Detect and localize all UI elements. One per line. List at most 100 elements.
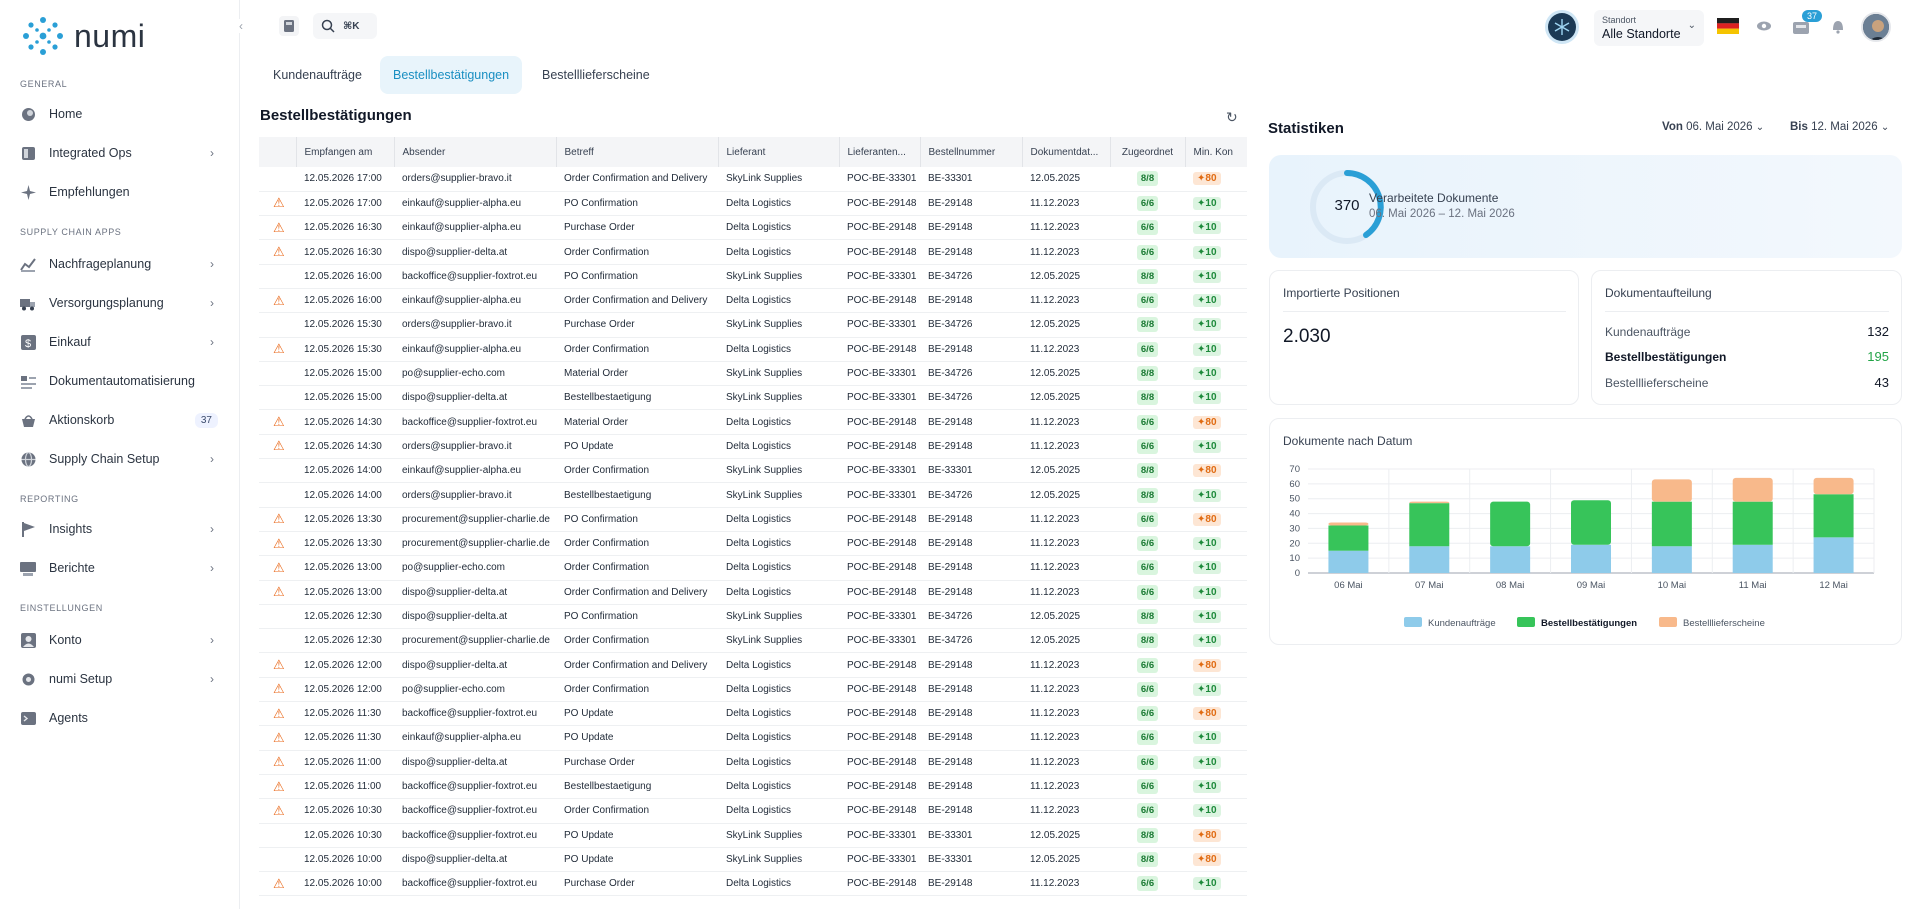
table-row[interactable]: ⚠ 12.05.2026 16:30 dispo@supplier-delta.at… bbox=[259, 239, 1247, 265]
column-header[interactable]: Empfangen am bbox=[296, 137, 395, 167]
assigned-cell: 6/6 bbox=[1110, 871, 1185, 897]
sidebar-item-versorgungsplanung[interactable]: Versorgungsplanung › bbox=[10, 287, 232, 319]
table-row[interactable]: 12.05.2026 10:00 dispo@supplier-delta.at P… bbox=[259, 847, 1247, 873]
sidebar-item-integrated-ops[interactable]: Integrated Ops › bbox=[10, 137, 232, 169]
supplier-po: POC-BE-29148 bbox=[839, 288, 920, 314]
collapse-sidebar-icon[interactable]: ‹ bbox=[234, 19, 248, 33]
column-header[interactable]: Zugeordnet bbox=[1110, 137, 1186, 167]
column-header[interactable]: Dokumentdat... bbox=[1022, 137, 1111, 167]
column-header[interactable]: Min. Kon bbox=[1185, 137, 1247, 167]
table-row[interactable]: ⚠ 12.05.2026 13:00 dispo@supplier-delta.at… bbox=[259, 580, 1247, 605]
table-row[interactable]: ⚠ 12.05.2026 15:30 einkauf@supplier-alpha.… bbox=[259, 337, 1247, 362]
warning-icon: ⚠ bbox=[259, 871, 296, 897]
sidebar-item-einkauf[interactable]: $ Einkauf › bbox=[10, 326, 232, 358]
alerts-button[interactable] bbox=[1830, 18, 1846, 34]
table-row[interactable]: ⚠ 12.05.2026 13:00 po@supplier-echo.com Ord… bbox=[259, 555, 1247, 581]
table-row[interactable]: ⚠ 12.05.2026 17:00 einkauf@supplier-alpha.… bbox=[259, 191, 1247, 217]
y-tick-label: 70 bbox=[1289, 464, 1300, 475]
sparkle-icon: ✦ bbox=[1197, 197, 1206, 209]
subject: PO Update bbox=[556, 434, 718, 460]
location-selector[interactable]: Standort Alle Standorte ⌄ bbox=[1594, 10, 1704, 46]
date-to-selector[interactable]: Bis 12. Mai 2026 ⌄ bbox=[1790, 121, 1889, 133]
language-flag-button[interactable] bbox=[1717, 18, 1739, 34]
date-from-selector[interactable]: Von 06. Mai 2026 ⌄ bbox=[1662, 121, 1764, 133]
sidebar-item-berichte[interactable]: Berichte › bbox=[10, 552, 232, 584]
visibility-button[interactable] bbox=[1756, 18, 1772, 34]
tab-kundenauftraege[interactable]: Kundenaufträge bbox=[273, 68, 362, 82]
confidence-badge: ✦10 bbox=[1193, 561, 1221, 575]
table-row[interactable]: ⚠ 12.05.2026 13:30 procurement@supplier-ch… bbox=[259, 531, 1247, 557]
table-row[interactable]: ⚠ 12.05.2026 14:30 orders@supplier-bravo.i… bbox=[259, 434, 1247, 460]
bar-segment bbox=[1571, 500, 1611, 545]
table-row[interactable]: ⚠ 12.05.2026 16:30 einkauf@supplier-alpha.… bbox=[259, 215, 1247, 241]
order-number: BE-34726 bbox=[920, 604, 1022, 630]
table-row[interactable]: ⚠ 12.05.2026 12:00 po@supplier-echo.com Ord… bbox=[259, 677, 1247, 703]
table-row[interactable]: ⚠ 12.05.2026 11:30 einkauf@supplier-alpha.… bbox=[259, 725, 1247, 751]
numi-logo[interactable]: numi bbox=[20, 14, 145, 58]
sidebar-item-agents[interactable]: Agents bbox=[10, 702, 232, 734]
column-header[interactable]: Bestellnummer bbox=[920, 137, 1023, 167]
documents-table-container[interactable]: Empfangen am Absender Betreff Lieferant … bbox=[259, 137, 1247, 909]
table-row[interactable]: 12.05.2026 17:00 orders@supplier-bravo.it… bbox=[259, 167, 1247, 192]
column-header[interactable]: Lieferanten... bbox=[839, 137, 921, 167]
column-header[interactable]: Lieferant bbox=[718, 137, 840, 167]
tab-bestelllieferscheine[interactable]: Bestelllieferscheine bbox=[542, 68, 650, 82]
sidebar-item-insights[interactable]: Insights › bbox=[10, 513, 232, 545]
bookmark-icon bbox=[284, 20, 294, 32]
search-button[interactable]: ⌘K bbox=[313, 13, 377, 39]
table-row[interactable]: ⚠ 12.05.2026 13:30 procurement@supplier-ch… bbox=[259, 507, 1247, 532]
table-row[interactable]: 12.05.2026 12:30 dispo@supplier-delta.at P… bbox=[259, 604, 1247, 630]
bookmark-button[interactable] bbox=[279, 16, 299, 36]
table-row[interactable]: 12.05.2026 16:00 backoffice@supplier-foxt… bbox=[259, 264, 1247, 289]
notifications-button[interactable]: 37 bbox=[1792, 10, 1823, 36]
table-row[interactable]: ⚠ 12.05.2026 14:30 backoffice@supplier-fox… bbox=[259, 409, 1247, 435]
table-row[interactable]: ⚠ 12.05.2026 10:30 backoffice@supplier-fox… bbox=[259, 798, 1247, 824]
sidebar-item-home[interactable]: Home bbox=[10, 98, 232, 130]
assigned-ratio-badge: 6/6 bbox=[1136, 730, 1159, 746]
table-row[interactable]: 12.05.2026 15:00 po@supplier-echo.com Mate… bbox=[259, 361, 1247, 387]
supplier-po: POC-BE-29148 bbox=[839, 555, 920, 581]
tab-bestellbestaetigungen[interactable]: Bestellbestätigungen bbox=[380, 56, 523, 94]
supplier-po: POC-BE-29148 bbox=[839, 652, 920, 678]
ai-assistant-button[interactable] bbox=[1548, 13, 1576, 41]
sidebar-item-numi-setup[interactable]: numi Setup › bbox=[10, 663, 232, 695]
confidence-badge: ✦10 bbox=[1193, 221, 1221, 235]
sidebar-item-konto[interactable]: Konto › bbox=[10, 624, 232, 656]
table-row[interactable]: 12.05.2026 14:00 einkauf@supplier-alpha.e… bbox=[259, 458, 1247, 484]
table-row[interactable]: ⚠ 12.05.2026 12:00 dispo@supplier-delta.at… bbox=[259, 652, 1247, 678]
supplier-po: POC-BE-29148 bbox=[839, 191, 920, 217]
column-header[interactable]: Betreff bbox=[556, 137, 719, 167]
table-row[interactable]: 12.05.2026 14:00 orders@supplier-bravo.it… bbox=[259, 482, 1247, 508]
assigned-cell: 6/6 bbox=[1110, 725, 1185, 751]
search-shortcut: ⌘K bbox=[343, 20, 360, 32]
sidebar-item-empfehlungen[interactable]: Empfehlungen bbox=[10, 176, 232, 208]
sidebar-item-dokumentautomatisierung[interactable]: Dokumentautomatisierung bbox=[10, 365, 232, 397]
table-row[interactable]: 12.05.2026 15:30 orders@supplier-bravo.it… bbox=[259, 312, 1247, 338]
supplier: SkyLink Supplies bbox=[718, 482, 839, 508]
table-row[interactable]: ⚠ 12.05.2026 16:00 einkauf@supplier-alpha.… bbox=[259, 288, 1247, 314]
table-row[interactable]: 12.05.2026 15:00 dispo@supplier-delta.at B… bbox=[259, 385, 1247, 411]
x-tick-label: 07 Mai bbox=[1415, 580, 1444, 591]
table-row[interactable]: ⚠ 12.05.2026 11:30 backoffice@supplier-fox… bbox=[259, 701, 1247, 727]
sparkle-icon: ✦ bbox=[1197, 781, 1206, 793]
refresh-icon[interactable]: ↻ bbox=[1226, 109, 1238, 125]
sidebar-item-supply-chain-setup[interactable]: Supply Chain Setup › bbox=[10, 443, 232, 475]
assigned-ratio-badge: 6/6 bbox=[1136, 438, 1159, 454]
sidebar-item-aktionskorb[interactable]: Aktionskorb 37 bbox=[10, 404, 232, 436]
table-row[interactable]: 12.05.2026 12:30 procurement@supplier-cha… bbox=[259, 628, 1247, 654]
table-row[interactable]: ⚠ 12.05.2026 10:00 backoffice@supplier-fox… bbox=[259, 871, 1247, 897]
order-number: BE-29148 bbox=[920, 191, 1022, 217]
column-header[interactable]: Absender bbox=[394, 137, 557, 167]
order-number: BE-33301 bbox=[920, 847, 1022, 873]
sidebar-item-label: Dokumentautomatisierung bbox=[49, 374, 195, 388]
sidebar-item-nachfrageplanung[interactable]: Nachfrageplanung › bbox=[10, 248, 232, 280]
confidence-badge: ✦10 bbox=[1193, 634, 1221, 648]
document-date: 11.12.2023 bbox=[1022, 215, 1110, 241]
table-row[interactable]: 12.05.2026 10:30 backoffice@supplier-foxt… bbox=[259, 823, 1247, 848]
confidence-value: 10 bbox=[1205, 368, 1217, 380]
table-row[interactable]: ⚠ 12.05.2026 11:00 dispo@supplier-delta.at… bbox=[259, 750, 1247, 775]
processed-documents-card: 370 Verarbeitete Dokumente 06. Mai 2026 … bbox=[1269, 155, 1902, 258]
avatar[interactable] bbox=[1861, 12, 1891, 42]
date-from-value: 06. Mai 2026 bbox=[1686, 121, 1753, 133]
table-row[interactable]: ⚠ 12.05.2026 11:00 backoffice@supplier-fox… bbox=[259, 774, 1247, 800]
